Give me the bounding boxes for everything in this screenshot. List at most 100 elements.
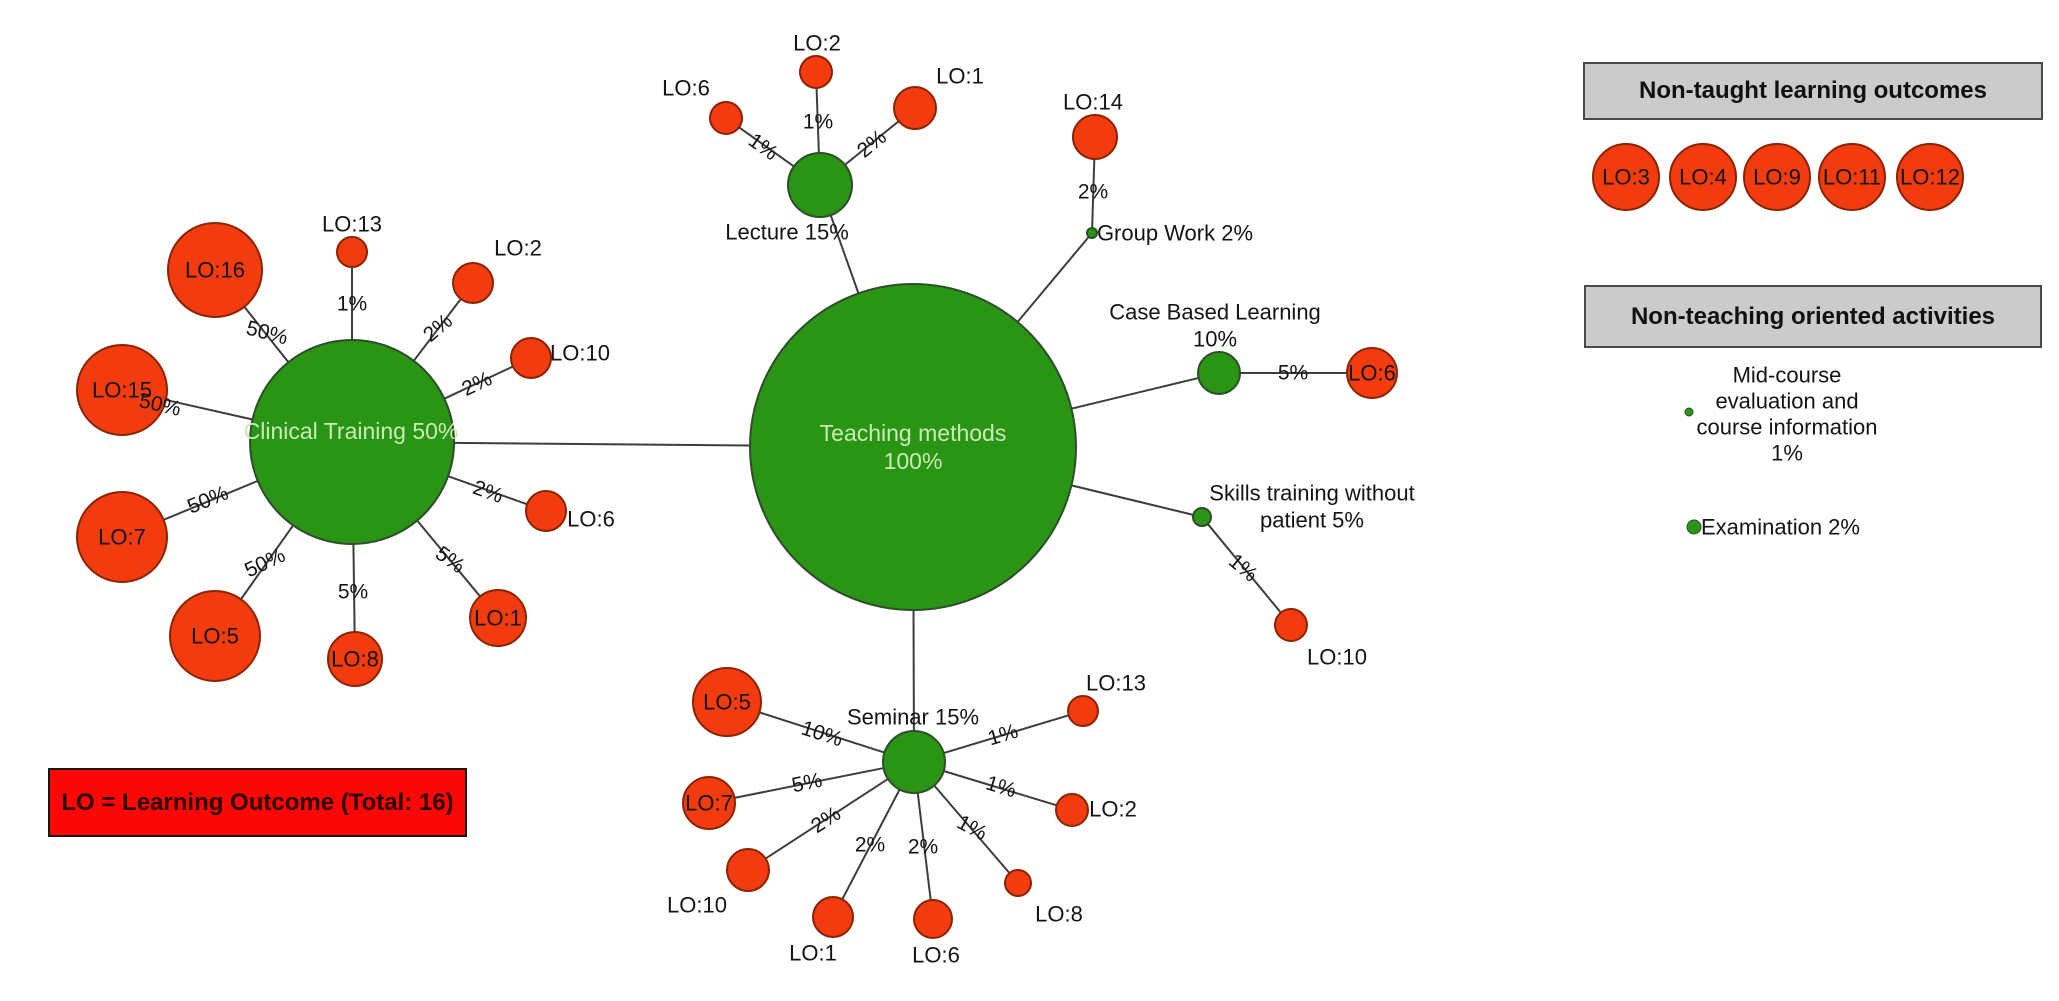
label-clinical-training-LO:15: LO:15 xyxy=(92,378,152,403)
edge-clinical-training-LO:6 xyxy=(447,475,528,506)
node-clinical-training-LO:13 xyxy=(336,236,368,268)
pct-clinical-training-LO:6: 2% xyxy=(470,476,506,508)
pct-seminar-LO:8: 1% xyxy=(953,811,991,846)
legend-circle-LO:9 xyxy=(1743,143,1811,211)
legend-circle-label-LO:9: LO:9 xyxy=(1753,165,1801,190)
node-lecture-LO:1 xyxy=(893,86,937,130)
activity-dot-1 xyxy=(1686,519,1702,535)
node-clinical-training-LO:2 xyxy=(452,262,494,304)
pct-clinical-training-LO:2: 2% xyxy=(419,309,457,346)
edge-skills-training-without-patient-LO:10 xyxy=(1206,523,1282,614)
pct-seminar-LO:10: 2% xyxy=(807,802,845,838)
label-clinical-training-LO:7: LO:7 xyxy=(98,525,146,550)
label-clinical-training-LO:16: LO:16 xyxy=(185,258,245,283)
node-lecture-LO:6 xyxy=(709,101,743,135)
pct-case-based-learning-LO:6: 5% xyxy=(1278,362,1308,385)
pct-seminar-LO:1: 2% xyxy=(855,834,885,857)
edge-root-lecture xyxy=(829,214,860,294)
label-case-based-learning-line-1: 10% xyxy=(1193,327,1237,352)
edge-clinical-training-LO:5 xyxy=(240,524,294,600)
node-clinical-training-LO:6 xyxy=(525,490,567,532)
node-seminar-LO:13 xyxy=(1067,695,1099,727)
pct-clinical-training-LO:5: 50% xyxy=(241,544,289,583)
pct-clinical-training-LO:10: 2% xyxy=(458,367,495,401)
label-case-based-learning-line-0: Case Based Learning xyxy=(1109,300,1321,325)
node-clinical-training-LO:15 xyxy=(76,344,168,436)
root-label-line-0: Teaching methods xyxy=(820,420,1007,446)
edge-seminar-LO:5 xyxy=(759,711,885,754)
node-clinical-training-LO:1 xyxy=(469,589,527,647)
label-lecture-LO:6: LO:6 xyxy=(662,76,710,101)
edge-root-clinical-training xyxy=(453,441,751,447)
label-clinical-training-LO:2: LO:2 xyxy=(494,236,542,261)
edge-clinical-training-LO:10 xyxy=(443,365,514,400)
node-clinical-training-LO:7 xyxy=(76,491,168,583)
edge-root-case-based-learning xyxy=(1071,376,1199,410)
node-seminar-LO:1 xyxy=(812,896,854,938)
node-seminar-LO:7 xyxy=(682,776,736,830)
label-case-based-learning-LO:6: LO:6 xyxy=(1348,361,1396,386)
legend-non-teaching-header: Non-teaching oriented activities xyxy=(1584,285,2042,348)
label-seminar-LO:6: LO:6 xyxy=(912,943,960,968)
legend-circle-label-LO:11: LO:11 xyxy=(1823,165,1881,190)
node-skills-training-without-patient-LO:10 xyxy=(1274,608,1308,642)
edge-seminar-LO:13 xyxy=(943,714,1069,755)
pct-seminar-LO:13: 1% xyxy=(985,720,1021,751)
pct-seminar-LO:6: 2% xyxy=(908,836,938,859)
label-clinical-training-LO:1: LO:1 xyxy=(474,606,522,631)
legend-circle-LO:11 xyxy=(1818,143,1886,211)
label-seminar-line-0: Seminar 15% xyxy=(847,705,979,730)
root-label-line-1: 100% xyxy=(884,448,943,474)
label-clinical-training-LO:8: LO:8 xyxy=(331,647,379,672)
pct-seminar-LO:2: 1% xyxy=(983,772,1019,803)
pct-lecture-LO:2: 1% xyxy=(803,111,833,134)
activity-dot-0 xyxy=(1684,407,1694,417)
legend-circle-label-LO:12: LO:12 xyxy=(1900,165,1960,190)
node-lecture xyxy=(787,152,853,218)
legend-circle-label-LO:3: LO:3 xyxy=(1602,165,1650,190)
node-group-work xyxy=(1086,227,1098,239)
edge-clinical-training-LO:8 xyxy=(352,543,356,633)
edge-seminar-LO:1 xyxy=(841,789,901,900)
node-clinical-training-LO:10 xyxy=(510,337,552,379)
node-clinical-training xyxy=(249,339,455,545)
label-skills-training-without-patient-line-1: patient 5% xyxy=(1260,508,1364,533)
node-seminar-LO:2 xyxy=(1055,793,1089,827)
pct-clinical-training-LO:7: 50% xyxy=(184,481,232,518)
edge-clinical-training-LO:2 xyxy=(412,298,462,362)
pct-skills-training-without-patient-LO:10: 1% xyxy=(1224,549,1262,586)
activity-label-0-line-2: course information xyxy=(1697,415,1878,440)
edge-lecture-LO:6 xyxy=(738,126,795,168)
edge-root-skills-training-without-patient xyxy=(1071,484,1194,516)
legend-non-taught-header: Non-taught learning outcomes xyxy=(1583,62,2043,120)
legend-circle-LO:3 xyxy=(1592,143,1660,211)
node-seminar-LO:8 xyxy=(1004,869,1032,897)
edge-group-work-LO:14 xyxy=(1091,158,1096,229)
node-clinical-training-LO:16 xyxy=(167,222,263,318)
activity-label-0-line-3: 1% xyxy=(1771,441,1803,466)
label-group-work-line-0: Group Work 2% xyxy=(1097,221,1253,246)
node-case-based-learning-LO:6 xyxy=(1346,347,1398,399)
pct-seminar-LO:5: 10% xyxy=(798,717,845,752)
footnote-box: LO = Learning Outcome (Total: 16) xyxy=(48,768,467,837)
label-lecture-LO:2: LO:2 xyxy=(793,31,841,56)
label-seminar-LO:8: LO:8 xyxy=(1035,902,1083,927)
node-teaching-methods xyxy=(749,283,1077,611)
pct-seminar-LO:7: 5% xyxy=(790,769,824,798)
label-clinical-training-LO:5: LO:5 xyxy=(191,624,239,649)
legend-circle-LO:4 xyxy=(1669,143,1737,211)
node-clinical-training-LO:5 xyxy=(169,590,261,682)
edge-lecture-LO:2 xyxy=(815,87,820,154)
activity-label-1-line-0: Examination 2% xyxy=(1701,515,1860,540)
pct-clinical-training-LO:16: 50% xyxy=(244,316,291,349)
label-seminar-LO:2: LO:2 xyxy=(1089,797,1137,822)
label-clinical-training-LO:6: LO:6 xyxy=(567,507,615,532)
pct-group-work-LO:14: 2% xyxy=(1078,181,1108,204)
edge-lecture-LO:1 xyxy=(844,120,900,166)
pct-clinical-training-LO:1: 5% xyxy=(431,542,469,578)
node-group-work-LO:14 xyxy=(1072,114,1118,160)
pct-clinical-training-LO:8: 5% xyxy=(338,581,368,604)
label-seminar-LO:13: LO:13 xyxy=(1086,671,1146,696)
